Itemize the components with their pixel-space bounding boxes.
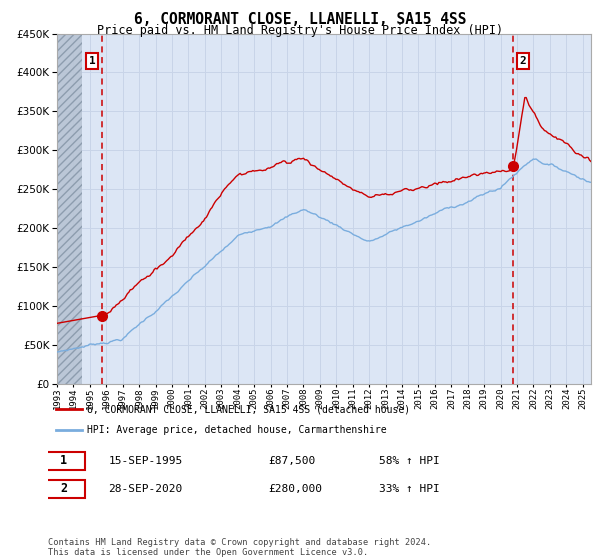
Text: 6, CORMORANT CLOSE, LLANELLI, SA15 4SS (detached house): 6, CORMORANT CLOSE, LLANELLI, SA15 4SS (… [88,404,410,414]
Text: 1: 1 [60,454,67,468]
Text: 1: 1 [89,56,96,66]
FancyBboxPatch shape [43,480,85,498]
FancyBboxPatch shape [43,452,85,470]
Text: 6, CORMORANT CLOSE, LLANELLI, SA15 4SS: 6, CORMORANT CLOSE, LLANELLI, SA15 4SS [134,12,466,27]
Text: 58% ↑ HPI: 58% ↑ HPI [379,456,439,466]
Text: 33% ↑ HPI: 33% ↑ HPI [379,484,439,494]
Text: 15-SEP-1995: 15-SEP-1995 [109,456,182,466]
Text: Price paid vs. HM Land Registry's House Price Index (HPI): Price paid vs. HM Land Registry's House … [97,24,503,36]
Text: Contains HM Land Registry data © Crown copyright and database right 2024.
This d: Contains HM Land Registry data © Crown c… [48,538,431,557]
Bar [57,34,82,384]
Text: 28-SEP-2020: 28-SEP-2020 [109,484,182,494]
Text: 2: 2 [520,56,526,66]
Text: £87,500: £87,500 [269,456,316,466]
Text: HPI: Average price, detached house, Carmarthenshire: HPI: Average price, detached house, Carm… [88,424,387,435]
Text: £280,000: £280,000 [269,484,323,494]
Text: 2: 2 [60,482,67,496]
